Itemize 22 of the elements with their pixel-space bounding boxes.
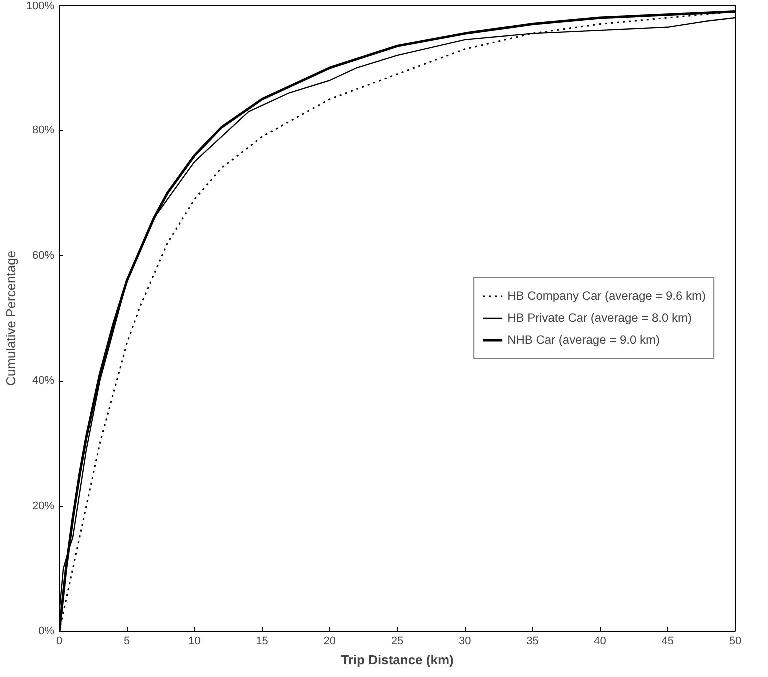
- x-tick-label: 25: [391, 636, 404, 648]
- legend-label: NHB Car (average = 9.0 km): [508, 333, 660, 347]
- x-axis-title: Trip Distance (km): [341, 652, 454, 668]
- x-tick-label: 35: [526, 636, 539, 648]
- y-axis-title: Cumulative Percentage: [3, 250, 18, 386]
- x-tick-label: 30: [458, 636, 472, 648]
- x-tick-label: 10: [188, 636, 201, 648]
- x-tick-label: 45: [662, 636, 674, 648]
- y-tick-label: 0%: [38, 626, 55, 638]
- x-tick-label: 15: [256, 636, 268, 648]
- x-tick-label: 5: [124, 636, 130, 648]
- x-tick-label: 40: [594, 636, 606, 648]
- x-tick-label: 20: [324, 636, 336, 648]
- y-tick-label: 100%: [26, 0, 55, 12]
- y-tick-label: 80%: [32, 124, 55, 137]
- legend-label: HB Company Car (average = 9.6 km): [508, 289, 706, 303]
- y-tick-label: 20%: [32, 500, 55, 512]
- y-tick-label: 60%: [32, 250, 55, 262]
- x-tick-label: 50: [729, 636, 742, 648]
- x-tick-label: 0: [56, 636, 63, 648]
- y-tick-label: 40%: [32, 375, 55, 388]
- legend-label: HB Private Car (average = 8.0 km): [508, 311, 692, 325]
